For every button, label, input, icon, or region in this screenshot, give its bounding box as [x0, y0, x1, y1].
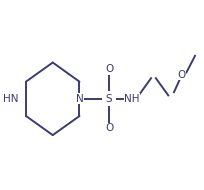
- Text: N: N: [75, 94, 83, 104]
- Text: S: S: [105, 94, 112, 104]
- Text: O: O: [104, 64, 113, 74]
- Text: HN: HN: [3, 94, 18, 104]
- Text: O: O: [104, 124, 113, 133]
- Text: NH: NH: [124, 94, 139, 104]
- Text: O: O: [177, 70, 185, 80]
